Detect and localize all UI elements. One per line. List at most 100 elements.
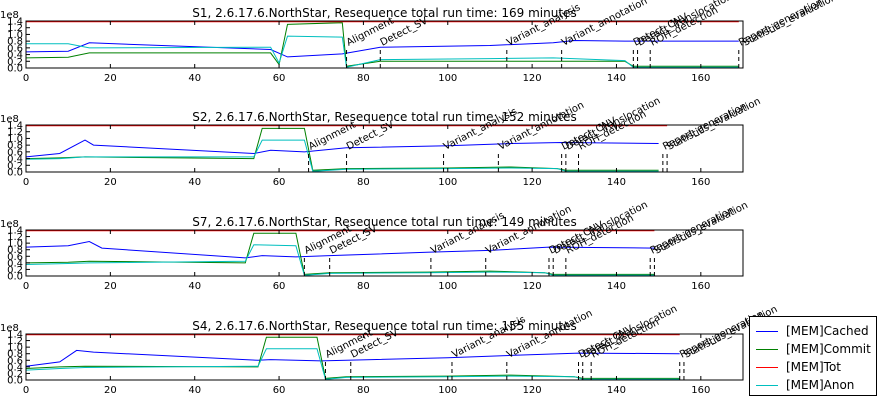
y-tick-label: 0.6	[7, 356, 23, 367]
y-tick-label: 1.2	[7, 336, 23, 347]
y-tick-label: 0.2	[7, 369, 23, 380]
chart-title: S7, 2.6.17.6.NorthStar, Resequence total…	[192, 215, 576, 229]
chart-title: S1, 2.6.17.6.NorthStar, Resequence total…	[192, 6, 576, 20]
series-line-memcached	[25, 39, 739, 58]
y-tick-label: 0.8	[7, 37, 23, 48]
x-tick-label: 0	[23, 281, 29, 292]
series-line-memcommit	[25, 22, 739, 67]
y-tick-label: 0.2	[7, 57, 23, 68]
y-multiplier-label: 1e8	[0, 114, 19, 125]
annotation-label: Statistics_evaluation	[665, 96, 762, 153]
legend-swatch-commit	[756, 348, 778, 350]
y-tick-label: 1.0	[7, 134, 23, 145]
legend-swatch-anon	[756, 384, 778, 386]
y-tick-label: 1.4	[7, 17, 23, 28]
legend-swatch-cached	[756, 330, 778, 332]
legend-label-commit: [MEM]Commit	[786, 342, 871, 356]
y-tick-label: 1.0	[7, 239, 23, 250]
legend-entry-cached: [MEM]Cached	[756, 322, 869, 340]
chart-title: S2, 2.6.17.6.NorthStar, Resequence total…	[192, 110, 576, 124]
series-line-memcached	[25, 139, 659, 158]
chart-legend: [MEM]Cached [MEM]Commit [MEM]Tot [MEM]An…	[749, 316, 877, 396]
x-tick-label: 160	[691, 73, 710, 84]
annotation-label: Statistics_evaluation	[741, 0, 838, 49]
x-tick-label: 140	[607, 281, 626, 292]
x-tick-label: 40	[188, 73, 201, 84]
y-tick-label: 0.4	[7, 258, 23, 269]
x-tick-label: 100	[438, 177, 457, 188]
x-tick-label: 20	[104, 281, 117, 292]
y-tick-label: 1.2	[7, 127, 23, 138]
x-tick-label: 20	[104, 177, 117, 188]
y-tick-label: 0.8	[7, 245, 23, 256]
x-tick-label: 60	[273, 281, 286, 292]
annotation-label: Statistics_evaluation	[653, 200, 750, 257]
plot-frame	[25, 124, 744, 173]
y-tick-label: 1.4	[7, 330, 23, 341]
x-tick-label: 140	[607, 177, 626, 188]
x-tick-label: 120	[523, 73, 542, 84]
x-tick-label: 60	[273, 177, 286, 188]
y-tick-label: 1.0	[7, 30, 23, 41]
y-tick-label: 0.2	[7, 161, 23, 172]
y-tick-label: 0.0	[7, 272, 23, 283]
y-tick-label: 1.0	[7, 343, 23, 354]
x-tick-label: 100	[438, 281, 457, 292]
y-tick-label: 1.2	[7, 232, 23, 243]
x-tick-label: 0	[23, 177, 29, 188]
x-tick-label: 140	[607, 73, 626, 84]
legend-label-anon: [MEM]Anon	[786, 378, 855, 392]
legend-entry-commit: [MEM]Commit	[756, 340, 871, 358]
x-tick-label: 20	[104, 73, 117, 84]
series-line-memanon	[26, 35, 739, 68]
y-tick-label: 0.6	[7, 43, 23, 54]
series-line-memanon	[25, 139, 659, 172]
legend-label-cached: [MEM]Cached	[786, 324, 869, 338]
y-tick-label: 0.4	[7, 154, 23, 165]
x-tick-label: 160	[691, 281, 710, 292]
y-tick-label: 0.6	[7, 147, 23, 158]
y-tick-label: 1.4	[7, 121, 23, 132]
x-tick-label: 100	[438, 73, 457, 84]
x-tick-label: 0	[23, 385, 29, 396]
y-multiplier-label: 1e8	[0, 10, 19, 21]
x-tick-label: 40	[188, 177, 201, 188]
y-tick-label: 0.8	[7, 141, 23, 152]
legend-label-tot: [MEM]Tot	[786, 360, 841, 374]
x-tick-label: 120	[523, 385, 542, 396]
y-multiplier-label: 1e8	[0, 323, 19, 334]
legend-entry-anon: [MEM]Anon	[756, 376, 854, 394]
plot-frame	[25, 20, 744, 69]
x-tick-label: 80	[357, 385, 370, 396]
series-line-memcached	[25, 349, 680, 367]
x-tick-label: 120	[523, 177, 542, 188]
x-tick-label: 0	[23, 73, 29, 84]
x-tick-label: 120	[523, 281, 542, 292]
plot-frame	[25, 229, 744, 277]
y-tick-label: 1.4	[7, 226, 23, 237]
x-tick-label: 60	[273, 385, 286, 396]
chart-title: S4, 2.6.17.6.NorthStar, Resequence total…	[192, 319, 576, 333]
series-line-memcached	[25, 240, 655, 259]
y-tick-label: 0.4	[7, 50, 23, 61]
y-tick-label: 0.6	[7, 252, 23, 263]
x-tick-label: 80	[357, 177, 370, 188]
x-tick-label: 160	[691, 385, 710, 396]
x-tick-label: 60	[273, 73, 286, 84]
x-tick-label: 140	[607, 385, 626, 396]
y-tick-label: 0.0	[7, 64, 23, 75]
y-tick-label: 0.4	[7, 362, 23, 373]
x-tick-label: 100	[438, 385, 457, 396]
y-tick-label: 0.0	[7, 376, 23, 387]
y-tick-label: 0.2	[7, 265, 23, 276]
legend-entry-tot: [MEM]Tot	[756, 358, 841, 376]
x-tick-label: 40	[188, 281, 201, 292]
x-tick-label: 160	[691, 177, 710, 188]
y-multiplier-label: 1e8	[0, 219, 19, 230]
plot-frame	[25, 333, 744, 381]
x-tick-label: 40	[188, 385, 201, 396]
y-tick-label: 0.0	[7, 168, 23, 179]
x-tick-label: 80	[357, 73, 370, 84]
legend-swatch-tot	[756, 366, 778, 368]
y-tick-label: 1.2	[7, 23, 23, 34]
